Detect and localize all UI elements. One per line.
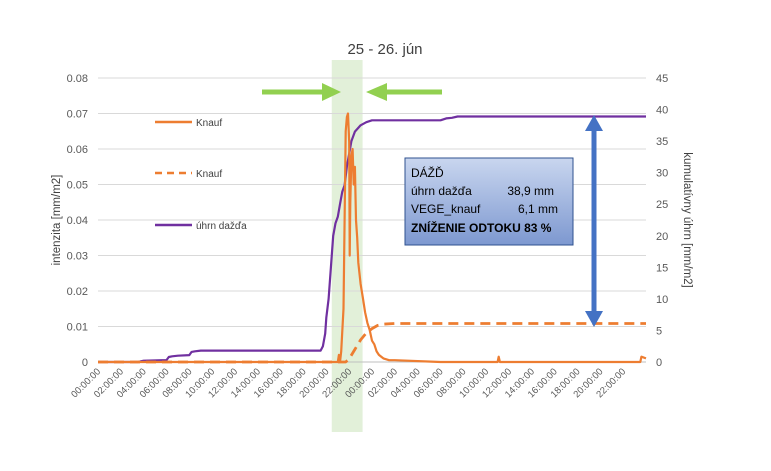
green-arrow-right	[262, 83, 341, 101]
legend: Knauf Knauf úhrn dažďa	[155, 118, 247, 232]
y-right-tick-label: 30	[656, 168, 668, 180]
y-axis-label-right: kumulatívny úhrn [mm/m2]	[681, 152, 693, 287]
y-left-tick-label: 0	[82, 357, 88, 369]
y-right-tick-label: 40	[656, 105, 668, 117]
annotation-box: DÁŽĎ úhrn dažďa 38,9 mm VEGE_knauf 6,1 m…	[404, 157, 574, 246]
y-right-tick-label: 10	[656, 294, 668, 306]
y-left-tick-label: 0.01	[67, 322, 88, 334]
y-left-tick-label: 0.08	[67, 73, 88, 85]
y-left-tick-label: 0.02	[67, 286, 88, 298]
y-right-tick-label: 5	[656, 325, 662, 337]
y-right-tick-label: 25	[656, 199, 668, 211]
y-left-tick-label: 0.04	[67, 215, 88, 227]
series-knauf-intensity	[98, 112, 647, 364]
chart-title: 25 - 26. jún	[347, 41, 422, 58]
y-left-tick-label: 0.05	[67, 180, 88, 192]
legend-label-knauf-solid: Knauf	[196, 118, 222, 129]
green-arrow-left	[366, 83, 442, 101]
legend-label-uhrn-dazda: úhrn dažďa	[196, 221, 247, 232]
annotation-row-value-uhrn: 38,9 mm	[507, 184, 554, 198]
annotation-row-value-vege: 6,1 mm	[518, 202, 558, 216]
y-left-tick-label: 0.07	[67, 109, 88, 121]
y-left-tick-label: 0.03	[67, 251, 88, 263]
y-left-tick-label: 0.06	[67, 144, 88, 156]
legend-label-knauf-dashed: Knauf	[196, 169, 222, 180]
y-right-tick-label: 35	[656, 136, 668, 148]
annotation-row-label-vege: VEGE_knauf	[411, 202, 481, 216]
y-right-tick-label: 45	[656, 73, 668, 85]
y-axis-label-left: intenzita [mm/m2]	[51, 175, 63, 266]
series-uhrn-dazda	[98, 115, 646, 364]
y-right-tick-label: 15	[656, 262, 668, 274]
annotation-row-label-uhrn: úhrn dažďa	[411, 184, 472, 198]
annotation-title: DÁŽĎ	[411, 165, 444, 180]
series-knauf-cumulative	[98, 322, 646, 364]
y-right-tick-label: 20	[656, 231, 668, 243]
blue-double-arrow	[585, 115, 603, 327]
annotation-bold-line: ZNÍŽENIE ODTOKU 83 %	[411, 220, 552, 235]
y-right-tick-label: 0	[656, 357, 662, 369]
